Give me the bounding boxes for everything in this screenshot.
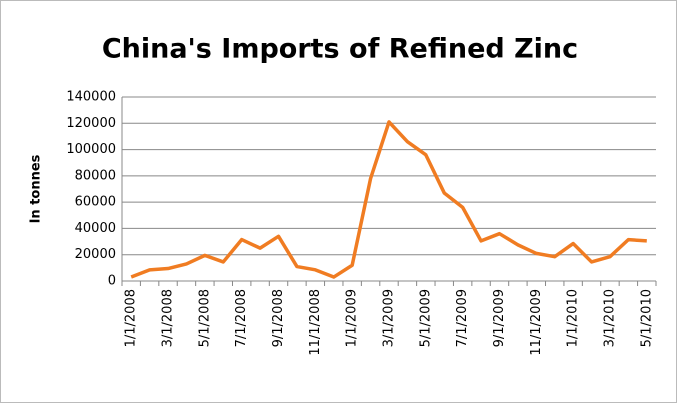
x-tick-label: 1/1/2009 (345, 289, 360, 347)
x-tick-label: 3/1/2009 (382, 289, 397, 347)
y-tick-label: 40000 (75, 221, 116, 236)
x-tick-label: 3/1/2008 (161, 289, 176, 347)
x-tick-label: 11/1/2008 (308, 289, 323, 356)
x-tick-label: 5/1/2009 (418, 289, 433, 347)
y-tick-label: 140000 (66, 90, 116, 105)
x-tick-label: 3/1/2010 (602, 289, 617, 347)
x-tick-label: 1/1/2008 (124, 289, 139, 347)
x-tick-label: 1/1/2010 (566, 289, 581, 347)
y-tick-label: 100000 (66, 142, 116, 157)
x-tick-label: 9/1/2008 (271, 289, 286, 347)
x-tick-label: 9/1/2009 (492, 289, 507, 347)
y-tick-label: 0 (108, 274, 116, 289)
x-tick-label: 5/1/2008 (197, 289, 212, 347)
y-axis-label: In tonnes (29, 154, 44, 223)
x-tick-label: 7/1/2008 (234, 289, 249, 347)
y-tick-label: 20000 (75, 247, 116, 262)
x-tick-label: 5/1/2010 (639, 289, 654, 347)
data-line (130, 120, 647, 279)
chart-title: China's Imports of Refined Zinc (102, 34, 578, 65)
x-tick-label: 11/1/2009 (529, 289, 544, 356)
y-tick-label: 120000 (66, 116, 116, 131)
y-tick-label: 80000 (75, 168, 116, 183)
y-tick-label: 60000 (75, 195, 116, 210)
x-tick-label: 7/1/2009 (455, 289, 470, 347)
